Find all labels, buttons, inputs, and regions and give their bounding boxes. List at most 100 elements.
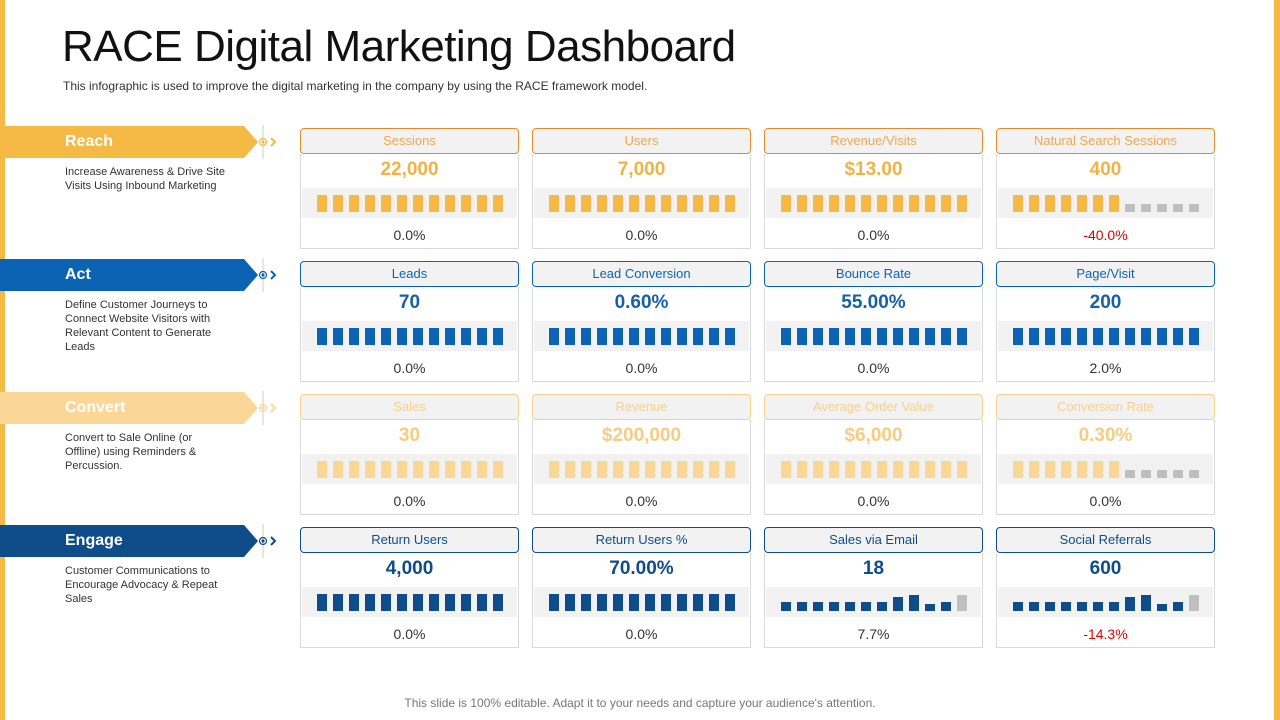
sparkline — [534, 188, 749, 218]
sparkline — [998, 188, 1213, 218]
metric-card-return-users: Return Users 4,000 0.0% — [300, 527, 519, 648]
spark-bar — [893, 461, 903, 478]
metric-value: 7,000 — [533, 159, 750, 181]
spark-bar — [709, 195, 719, 212]
spark-bar — [845, 602, 855, 611]
spark-bar — [493, 594, 503, 611]
metric-change: -40.0% — [997, 227, 1214, 243]
spark-bar — [1013, 328, 1023, 345]
section-description: Customer Communications to Encourage Adv… — [65, 564, 225, 606]
spark-bar — [693, 328, 703, 345]
metric-value: 18 — [765, 558, 982, 580]
metric-card-revenue: Revenue $200,000 0.0% — [532, 394, 751, 515]
spark-bar — [677, 461, 687, 478]
metric-change: 2.0% — [997, 360, 1214, 376]
metric-change: 0.0% — [301, 227, 518, 243]
spark-bar — [429, 594, 439, 611]
spark-bar — [613, 328, 623, 345]
spark-bar — [781, 461, 791, 478]
section-convert: Convert Convert to Sale Online (or Offli… — [0, 392, 1280, 517]
section-banner-act: Act — [0, 259, 258, 291]
chevron-right-icon — [254, 258, 284, 292]
spark-bar — [629, 195, 639, 212]
spark-bar — [957, 595, 967, 611]
sparkline — [998, 587, 1213, 617]
spark-bar — [349, 195, 359, 212]
spark-bar — [957, 461, 967, 478]
metric-value: 4,000 — [301, 558, 518, 580]
spark-bar — [1157, 328, 1167, 345]
spark-bar — [1157, 470, 1167, 478]
spark-bar — [861, 461, 871, 478]
spark-bar — [645, 594, 655, 611]
spark-bar — [565, 461, 575, 478]
spark-bar — [493, 328, 503, 345]
spark-bar — [1029, 195, 1039, 212]
spark-bar — [349, 461, 359, 478]
metric-title: Lead Conversion — [532, 261, 751, 287]
spark-bar — [813, 602, 823, 611]
spark-bar — [661, 594, 671, 611]
metric-card-sales: Sales 30 0.0% — [300, 394, 519, 515]
sparkline — [998, 321, 1213, 351]
spark-bar — [813, 461, 823, 478]
spark-bar — [1141, 328, 1151, 345]
spark-bar — [349, 594, 359, 611]
spark-bar — [381, 195, 391, 212]
spark-bar — [493, 461, 503, 478]
chevron-right-icon — [254, 125, 284, 159]
spark-bar — [1045, 328, 1055, 345]
spark-bar — [317, 594, 327, 611]
spark-bar — [877, 602, 887, 611]
spark-bar — [477, 594, 487, 611]
spark-bar — [845, 328, 855, 345]
spark-bar — [645, 328, 655, 345]
section-banner-reach: Reach — [0, 126, 258, 158]
spark-bar — [477, 328, 487, 345]
spark-bar — [845, 461, 855, 478]
spark-bar — [1013, 602, 1023, 611]
metric-title: Average Order Value — [764, 394, 983, 420]
sparkline — [766, 321, 981, 351]
sparkline — [302, 587, 517, 617]
metric-card-social-referrals: Social Referrals 600 -14.3% — [996, 527, 1215, 648]
spark-bar — [333, 594, 343, 611]
spark-bar — [493, 195, 503, 212]
spark-bar — [1061, 195, 1071, 212]
metric-change: 0.0% — [301, 493, 518, 509]
spark-bar — [893, 597, 903, 611]
spark-bar — [549, 195, 559, 212]
sparkline — [534, 587, 749, 617]
metric-change: 0.0% — [533, 227, 750, 243]
spark-bar — [1093, 328, 1103, 345]
metric-change: -14.3% — [997, 626, 1214, 642]
spark-bar — [1157, 604, 1167, 611]
spark-bar — [925, 328, 935, 345]
spark-bar — [461, 594, 471, 611]
spark-bar — [781, 602, 791, 611]
sparkline — [534, 321, 749, 351]
metric-title: Revenue/Visits — [764, 128, 983, 154]
spark-bar — [317, 195, 327, 212]
metric-title: Natural Search Sessions — [996, 128, 1215, 154]
metric-value: 22,000 — [301, 159, 518, 181]
spark-bar — [845, 195, 855, 212]
spark-bar — [1157, 204, 1167, 212]
spark-bar — [709, 461, 719, 478]
spark-bar — [1029, 461, 1039, 478]
spark-bar — [445, 594, 455, 611]
spark-bar — [1029, 328, 1039, 345]
spark-bar — [829, 461, 839, 478]
section-description: Increase Awareness & Drive Site Visits U… — [65, 165, 225, 193]
spark-bar — [829, 328, 839, 345]
metric-card-lead-conversion: Lead Conversion 0.60% 0.0% — [532, 261, 751, 382]
spark-bar — [909, 328, 919, 345]
spark-bar — [445, 328, 455, 345]
spark-bar — [365, 594, 375, 611]
sparkline — [766, 454, 981, 484]
metric-title: Return Users — [300, 527, 519, 553]
spark-bar — [1061, 602, 1071, 611]
spark-bar — [365, 461, 375, 478]
spark-bar — [797, 602, 807, 611]
metric-value: 70 — [301, 292, 518, 314]
